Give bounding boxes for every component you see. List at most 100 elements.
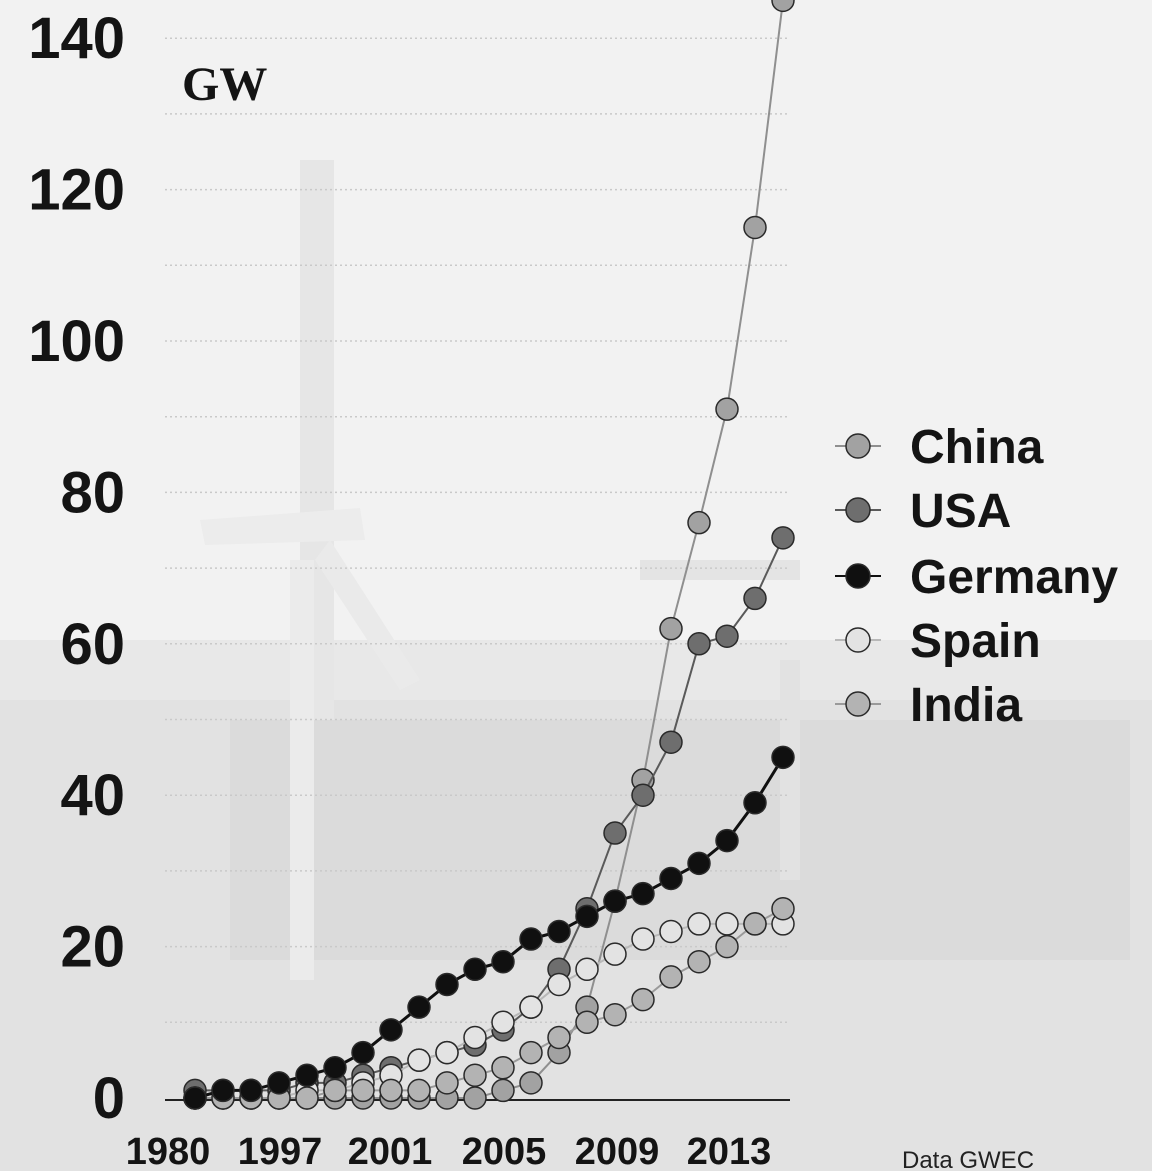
legend-item-usa: USA (835, 485, 1011, 538)
legend-marker-germany (845, 563, 871, 589)
data-point-india (295, 1086, 319, 1110)
source-note: Data GWEC (902, 1147, 1034, 1171)
data-point-germany (519, 927, 543, 951)
data-point-germany (295, 1063, 319, 1088)
data-point-germany (323, 1055, 347, 1080)
data-point-germany (407, 995, 431, 1019)
data-point-germany (743, 791, 767, 815)
data-point-india (575, 1010, 599, 1035)
legend: China USA Germany Spain India (835, 421, 1118, 732)
data-point-india (659, 965, 683, 989)
data-point-spain (575, 957, 599, 982)
data-point-usa (715, 624, 739, 648)
data-point-china (519, 1071, 543, 1095)
y-tick-label: 120 (28, 158, 125, 223)
legend-marker-india (845, 691, 871, 717)
legend-label-india: India (910, 679, 1022, 732)
y-unit-label: GW (182, 58, 267, 111)
data-point-germany (463, 957, 487, 982)
data-point-spain (659, 919, 683, 944)
data-point-spain (491, 1010, 515, 1035)
data-point-india (407, 1078, 431, 1103)
legend-item-china: China (835, 421, 1044, 474)
y-tick-labels: 0 20 40 60 80 100 120 140 (28, 6, 125, 1131)
data-point-germany (575, 904, 599, 929)
y-tick-label: 20 (60, 915, 125, 980)
data-point-germany (659, 866, 683, 891)
series-line-usa (195, 537, 784, 1092)
y-tick-label: 140 (28, 6, 125, 71)
y-tick-label: 40 (60, 763, 125, 828)
data-point-spain (407, 1048, 431, 1072)
data-series (183, 0, 795, 1110)
legend-marker-usa (845, 497, 871, 523)
data-point-spain (435, 1040, 459, 1065)
data-point-germany (379, 1018, 403, 1042)
data-point-china (743, 215, 767, 240)
data-point-spain (715, 912, 739, 936)
data-point-germany (183, 1086, 207, 1110)
data-point-india (687, 949, 711, 974)
data-point-india (631, 987, 655, 1012)
data-point-india (771, 897, 795, 921)
data-point-usa (687, 632, 711, 656)
data-point-india (463, 1063, 487, 1088)
y-tick-label: 80 (60, 460, 125, 525)
x-tick-label: 2001 (348, 1131, 433, 1171)
data-point-india (379, 1078, 403, 1103)
data-point-india (715, 934, 739, 959)
legend-label-china: China (910, 421, 1044, 474)
x-tick-label: 1980 (126, 1131, 211, 1171)
data-point-china (715, 397, 739, 421)
data-point-germany (603, 889, 627, 913)
data-point-usa (743, 586, 767, 611)
data-point-spain (463, 1025, 487, 1050)
data-point-india (743, 912, 767, 936)
data-point-usa (631, 783, 655, 807)
series-germany (183, 745, 795, 1110)
legend-item-spain: Spain (835, 615, 1041, 668)
data-point-china (659, 616, 683, 641)
data-point-germany (771, 745, 795, 770)
x-tick-label: 2013 (687, 1131, 772, 1171)
data-point-spain (519, 995, 543, 1019)
data-point-india (351, 1078, 375, 1103)
data-point-china (491, 1078, 515, 1103)
data-point-germany (491, 949, 515, 974)
data-point-germany (435, 972, 459, 997)
data-point-spain (603, 942, 627, 966)
data-point-china (463, 1086, 487, 1110)
series-line-germany (194, 756, 785, 1100)
data-point-germany (687, 851, 711, 876)
series-line-india (195, 907, 784, 1099)
y-tick-label: 100 (28, 309, 125, 374)
data-point-india (435, 1071, 459, 1095)
data-point-india (547, 1025, 571, 1050)
y-tick-label: 0 (93, 1066, 125, 1131)
data-point-india (323, 1078, 347, 1103)
legend-item-india: India (835, 679, 1022, 732)
data-point-germany (267, 1071, 291, 1095)
legend-item-germany: Germany (835, 551, 1118, 604)
data-point-usa (603, 821, 627, 845)
data-point-germany (351, 1040, 375, 1065)
data-point-china (687, 510, 711, 535)
series-line-spain (195, 922, 783, 1099)
data-point-germany (547, 919, 571, 944)
x-tick-labels: 1980 1997 2001 2005 2009 2013 (126, 1131, 772, 1171)
legend-marker-china (845, 433, 871, 459)
x-tick-label: 2005 (462, 1131, 547, 1171)
data-point-india (603, 1002, 627, 1027)
data-point-usa (659, 730, 683, 754)
data-point-germany (631, 881, 655, 906)
x-tick-label: 1997 (238, 1131, 323, 1171)
y-tick-label: 60 (60, 612, 125, 677)
data-point-spain (547, 972, 571, 997)
data-point-germany (715, 828, 739, 853)
data-point-china (771, 0, 795, 13)
data-point-india (519, 1040, 543, 1065)
legend-label-germany: Germany (910, 551, 1118, 604)
data-point-india (491, 1055, 515, 1080)
data-point-spain (687, 912, 711, 936)
